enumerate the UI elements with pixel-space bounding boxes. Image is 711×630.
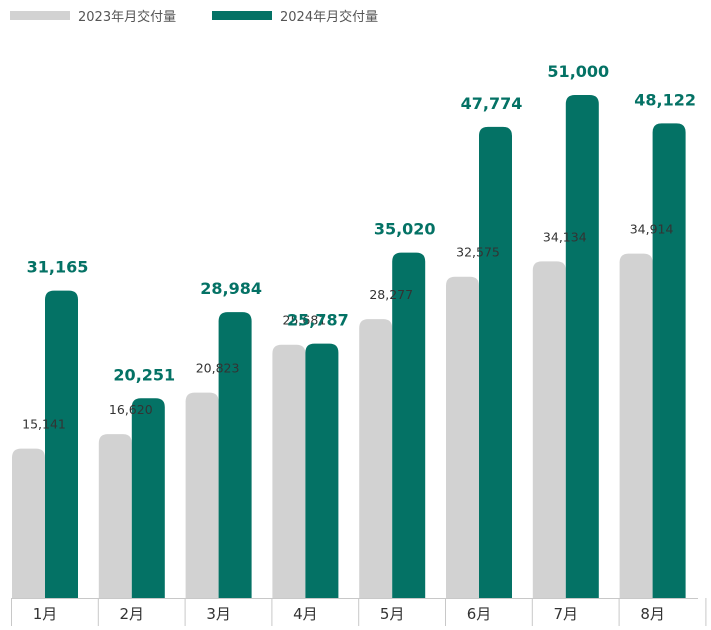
x-tick-label-4: 4月 [293,605,318,623]
bar-2023-5 [359,319,393,598]
bar-2023-7 [532,261,566,598]
data-label-2024-5: 35,020 [374,220,436,239]
data-label-2024-8: 48,122 [634,90,696,109]
x-tick-label-2: 2月 [120,605,145,623]
bar-2023-1 [12,448,45,598]
data-label-2023-5: 28,277 [369,287,413,302]
data-label-2024-3: 28,984 [200,279,262,298]
legend-label-2024: 2024年月交付量 [280,9,379,25]
x-tick-label-5: 5月 [380,605,405,623]
legend-item-2024: 2024年月交付量 [212,6,379,25]
data-label-2023-2: 16,620 [109,402,153,417]
chart-legend: 2023年月交付量 2024年月交付量 [0,0,711,30]
bar-2023-4 [272,344,306,598]
legend-label-2023: 2023年月交付量 [78,9,177,25]
x-tick-label-3: 3月 [206,605,231,623]
bar-2023-8 [619,253,653,599]
bar-2023-2 [98,434,132,598]
x-tick-label-1: 1月 [33,605,58,623]
data-label-2023-1: 15,141 [22,417,66,432]
legend-item-2023: 2023年月交付量 [10,6,177,25]
data-label-2024-2: 20,251 [113,365,175,384]
bar-2024-1 [45,290,78,598]
legend-swatch-2024 [212,10,272,20]
bar-2024-2 [131,398,165,598]
data-label-2023-4: 25,681 [283,313,327,328]
bar-2024-5 [392,252,426,598]
data-label-2023-3: 20,823 [196,361,240,376]
x-tick-label-7: 7月 [554,605,579,623]
data-label-2023-7: 34,134 [543,229,587,244]
data-label-2023-8: 34,914 [630,222,674,237]
data-label-2024-4: 25,787 [287,311,349,330]
bar-2023-6 [446,276,479,598]
data-label-2024-7: 51,000 [547,62,609,81]
data-label-2024-6: 47,774 [461,94,523,113]
bar-2024-8 [652,123,686,598]
bar-2023-3 [185,392,219,598]
x-tick-label-8: 8月 [640,605,665,623]
data-label-2023-6: 32,575 [456,245,500,260]
bar-2024-4 [305,343,339,598]
bar-2024-3 [218,312,252,598]
data-label-2024-1: 31,165 [27,258,89,277]
bar-2024-7 [565,95,599,598]
bar-2024-6 [479,126,512,599]
x-tick-label-6: 6月 [467,605,492,623]
legend-swatch-2023 [10,10,70,20]
